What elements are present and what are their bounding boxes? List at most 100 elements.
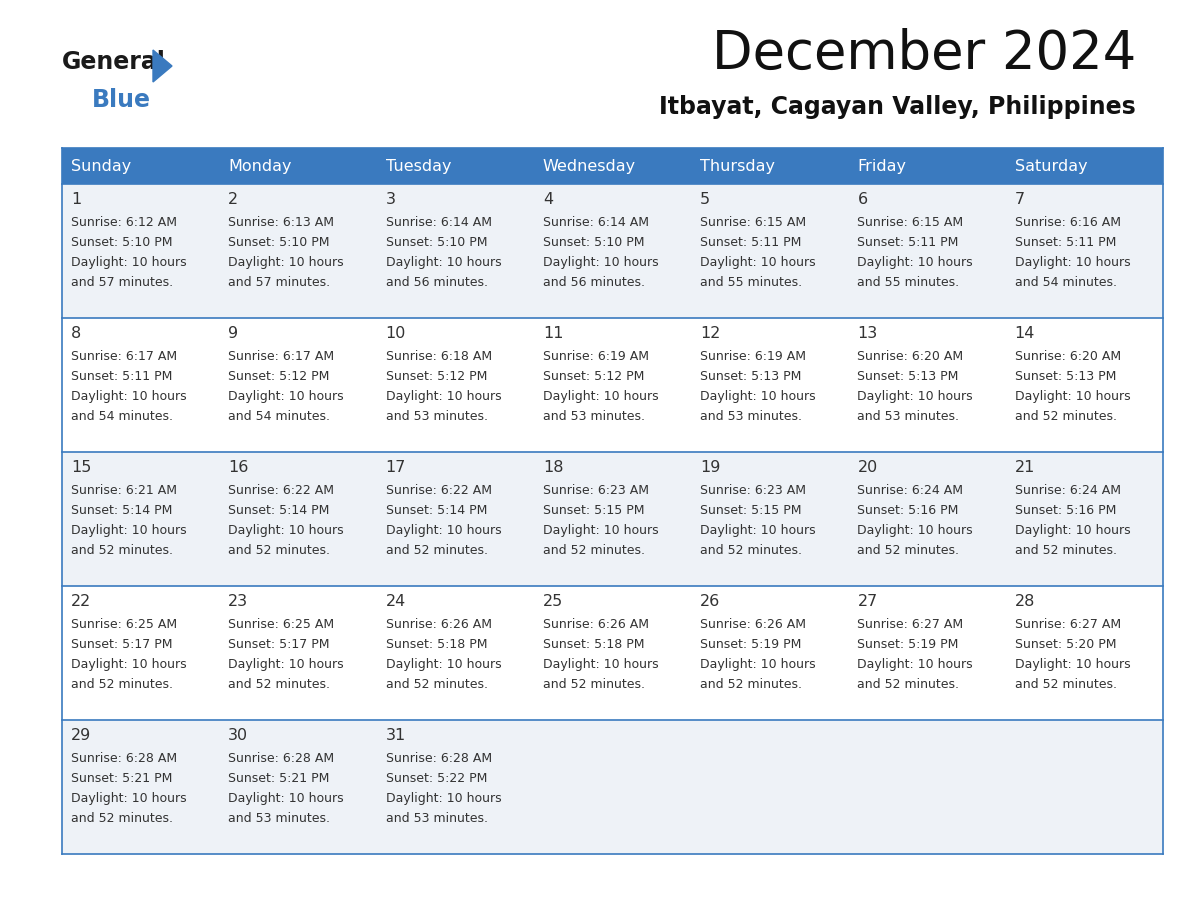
Text: and 53 minutes.: and 53 minutes.	[386, 812, 487, 825]
Text: Sunrise: 6:22 AM: Sunrise: 6:22 AM	[228, 484, 334, 497]
Text: Sunday: Sunday	[71, 159, 131, 174]
Text: Sunrise: 6:27 AM: Sunrise: 6:27 AM	[858, 618, 963, 631]
Text: Sunset: 5:16 PM: Sunset: 5:16 PM	[858, 504, 959, 517]
Text: Sunset: 5:21 PM: Sunset: 5:21 PM	[228, 772, 329, 785]
Text: Sunset: 5:11 PM: Sunset: 5:11 PM	[71, 370, 172, 383]
Text: Sunrise: 6:19 AM: Sunrise: 6:19 AM	[543, 350, 649, 363]
Text: Sunrise: 6:20 AM: Sunrise: 6:20 AM	[858, 350, 963, 363]
Text: and 52 minutes.: and 52 minutes.	[1015, 544, 1117, 557]
Text: and 52 minutes.: and 52 minutes.	[543, 544, 645, 557]
Text: Daylight: 10 hours: Daylight: 10 hours	[700, 524, 816, 537]
Text: and 53 minutes.: and 53 minutes.	[543, 410, 645, 423]
Text: 3: 3	[386, 192, 396, 207]
Text: Sunset: 5:11 PM: Sunset: 5:11 PM	[858, 236, 959, 249]
Bar	[1006, 148, 1163, 184]
Text: Sunrise: 6:20 AM: Sunrise: 6:20 AM	[1015, 350, 1120, 363]
Text: Sunrise: 6:16 AM: Sunrise: 6:16 AM	[1015, 216, 1120, 229]
Text: 24: 24	[386, 594, 406, 609]
Text: and 57 minutes.: and 57 minutes.	[228, 276, 330, 289]
Text: Daylight: 10 hours: Daylight: 10 hours	[543, 390, 658, 403]
Text: Daylight: 10 hours: Daylight: 10 hours	[543, 256, 658, 269]
Text: Sunrise: 6:17 AM: Sunrise: 6:17 AM	[71, 350, 177, 363]
Text: Daylight: 10 hours: Daylight: 10 hours	[858, 256, 973, 269]
Text: Blue: Blue	[91, 88, 151, 112]
Text: Monday: Monday	[228, 159, 292, 174]
Text: Sunset: 5:20 PM: Sunset: 5:20 PM	[1015, 638, 1117, 651]
Text: Sunrise: 6:15 AM: Sunrise: 6:15 AM	[858, 216, 963, 229]
Text: Sunset: 5:16 PM: Sunset: 5:16 PM	[1015, 504, 1116, 517]
Text: Sunset: 5:10 PM: Sunset: 5:10 PM	[71, 236, 172, 249]
Text: Sunset: 5:13 PM: Sunset: 5:13 PM	[1015, 370, 1116, 383]
Text: and 53 minutes.: and 53 minutes.	[700, 410, 802, 423]
Text: Sunset: 5:11 PM: Sunset: 5:11 PM	[1015, 236, 1116, 249]
Text: 16: 16	[228, 460, 248, 475]
Text: and 57 minutes.: and 57 minutes.	[71, 276, 173, 289]
Text: Daylight: 10 hours: Daylight: 10 hours	[1015, 390, 1130, 403]
Bar	[62, 318, 1163, 452]
Text: Sunset: 5:17 PM: Sunset: 5:17 PM	[228, 638, 330, 651]
Text: Sunset: 5:19 PM: Sunset: 5:19 PM	[858, 638, 959, 651]
Text: Sunrise: 6:25 AM: Sunrise: 6:25 AM	[71, 618, 177, 631]
Bar	[62, 452, 1163, 586]
Text: and 52 minutes.: and 52 minutes.	[71, 812, 173, 825]
Text: 13: 13	[858, 326, 878, 341]
Text: Sunset: 5:18 PM: Sunset: 5:18 PM	[543, 638, 644, 651]
Text: Daylight: 10 hours: Daylight: 10 hours	[228, 256, 343, 269]
Text: Sunset: 5:21 PM: Sunset: 5:21 PM	[71, 772, 172, 785]
Text: Daylight: 10 hours: Daylight: 10 hours	[386, 792, 501, 805]
Text: 9: 9	[228, 326, 239, 341]
Text: Sunrise: 6:28 AM: Sunrise: 6:28 AM	[71, 752, 177, 765]
Text: and 52 minutes.: and 52 minutes.	[228, 678, 330, 691]
Text: 27: 27	[858, 594, 878, 609]
Text: Sunrise: 6:23 AM: Sunrise: 6:23 AM	[543, 484, 649, 497]
Text: 11: 11	[543, 326, 563, 341]
Text: Saturday: Saturday	[1015, 159, 1087, 174]
Text: Sunrise: 6:12 AM: Sunrise: 6:12 AM	[71, 216, 177, 229]
Bar	[533, 148, 691, 184]
Text: Daylight: 10 hours: Daylight: 10 hours	[543, 658, 658, 671]
Bar	[62, 184, 1163, 318]
Bar	[377, 148, 533, 184]
Text: 28: 28	[1015, 594, 1035, 609]
Text: Sunset: 5:13 PM: Sunset: 5:13 PM	[858, 370, 959, 383]
Text: Daylight: 10 hours: Daylight: 10 hours	[1015, 658, 1130, 671]
Text: 21: 21	[1015, 460, 1035, 475]
Text: Daylight: 10 hours: Daylight: 10 hours	[71, 792, 187, 805]
Text: and 52 minutes.: and 52 minutes.	[700, 678, 802, 691]
Text: and 54 minutes.: and 54 minutes.	[228, 410, 330, 423]
Text: Sunrise: 6:24 AM: Sunrise: 6:24 AM	[1015, 484, 1120, 497]
Text: and 55 minutes.: and 55 minutes.	[858, 276, 960, 289]
Text: 30: 30	[228, 728, 248, 743]
Text: Sunrise: 6:18 AM: Sunrise: 6:18 AM	[386, 350, 492, 363]
Text: 20: 20	[858, 460, 878, 475]
Text: Daylight: 10 hours: Daylight: 10 hours	[386, 256, 501, 269]
Text: Daylight: 10 hours: Daylight: 10 hours	[1015, 524, 1130, 537]
Text: Daylight: 10 hours: Daylight: 10 hours	[71, 390, 187, 403]
Bar	[848, 148, 1006, 184]
Text: 17: 17	[386, 460, 406, 475]
Text: Sunset: 5:14 PM: Sunset: 5:14 PM	[386, 504, 487, 517]
Text: Sunrise: 6:17 AM: Sunrise: 6:17 AM	[228, 350, 334, 363]
Text: Daylight: 10 hours: Daylight: 10 hours	[386, 524, 501, 537]
Text: Sunset: 5:22 PM: Sunset: 5:22 PM	[386, 772, 487, 785]
Text: and 52 minutes.: and 52 minutes.	[1015, 410, 1117, 423]
Text: Sunset: 5:15 PM: Sunset: 5:15 PM	[700, 504, 802, 517]
Text: and 52 minutes.: and 52 minutes.	[71, 678, 173, 691]
Polygon shape	[153, 50, 172, 82]
Text: Sunset: 5:14 PM: Sunset: 5:14 PM	[71, 504, 172, 517]
Text: Sunset: 5:10 PM: Sunset: 5:10 PM	[386, 236, 487, 249]
Text: and 55 minutes.: and 55 minutes.	[700, 276, 802, 289]
Text: Sunrise: 6:26 AM: Sunrise: 6:26 AM	[700, 618, 807, 631]
Text: Sunrise: 6:14 AM: Sunrise: 6:14 AM	[386, 216, 492, 229]
Text: and 52 minutes.: and 52 minutes.	[543, 678, 645, 691]
Text: 31: 31	[386, 728, 406, 743]
Text: Sunset: 5:13 PM: Sunset: 5:13 PM	[700, 370, 802, 383]
Text: Thursday: Thursday	[700, 159, 775, 174]
Text: Sunset: 5:12 PM: Sunset: 5:12 PM	[228, 370, 329, 383]
Text: Sunset: 5:17 PM: Sunset: 5:17 PM	[71, 638, 172, 651]
Text: and 56 minutes.: and 56 minutes.	[386, 276, 487, 289]
Bar	[220, 148, 377, 184]
Text: and 52 minutes.: and 52 minutes.	[858, 678, 960, 691]
Text: and 52 minutes.: and 52 minutes.	[228, 544, 330, 557]
Bar	[62, 720, 1163, 854]
